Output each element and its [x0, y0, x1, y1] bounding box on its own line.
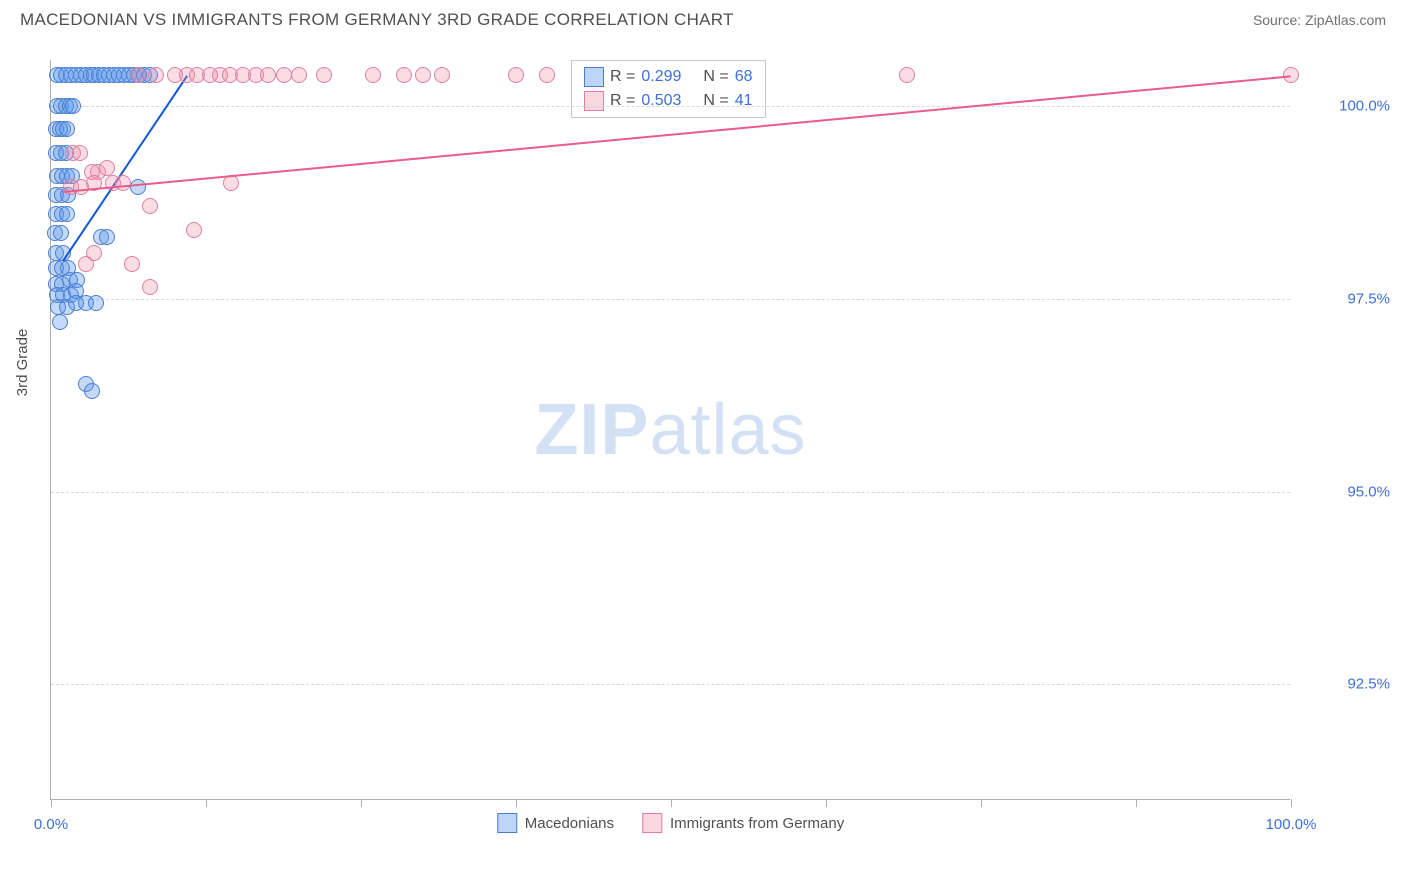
stat-r-label: R = — [610, 92, 635, 110]
correlation-stats-box: R = 0.299 N = 68 R = 0.503 N = 41 — [571, 60, 766, 118]
data-point — [52, 314, 68, 330]
data-point — [130, 179, 146, 195]
chart-title: MACEDONIAN VS IMMIGRANTS FROM GERMANY 3R… — [20, 10, 734, 30]
x-tick — [361, 799, 362, 807]
watermark: ZIPatlas — [534, 389, 806, 471]
stat-r-value: 0.503 — [641, 92, 681, 110]
legend-swatch-blue — [497, 813, 517, 833]
y-tick-label: 92.5% — [1300, 676, 1390, 693]
legend-item-macedonians: Macedonians — [497, 813, 614, 833]
data-point — [415, 67, 431, 83]
legend-label: Immigrants from Germany — [670, 815, 844, 832]
data-point — [508, 67, 524, 83]
scatter-chart: ZIPatlas R =0.299N =68R =0.503N =41 Mace… — [50, 60, 1290, 800]
x-tick — [671, 799, 672, 807]
data-point — [78, 256, 94, 272]
x-tick — [516, 799, 517, 807]
stat-row: R = 0.299 N = 68 — [584, 65, 753, 89]
data-point — [148, 67, 164, 83]
stat-n-value: 41 — [735, 92, 753, 110]
x-tick — [206, 799, 207, 807]
x-tick — [51, 799, 52, 807]
legend-swatch-pink — [642, 813, 662, 833]
stat-n-label: N = — [703, 68, 728, 86]
data-point — [65, 98, 81, 114]
x-tick-label: 0.0% — [34, 816, 68, 833]
stat-swatch — [584, 67, 604, 87]
x-tick — [1291, 799, 1292, 807]
legend-item-germany: Immigrants from Germany — [642, 813, 844, 833]
stat-n-value: 68 — [735, 68, 753, 86]
gridline — [51, 492, 1290, 493]
data-point — [260, 67, 276, 83]
trend-line — [63, 76, 189, 262]
watermark-light: atlas — [649, 390, 806, 470]
x-tick — [981, 799, 982, 807]
stat-swatch — [584, 91, 604, 111]
stat-row: R = 0.503 N = 41 — [584, 89, 753, 113]
watermark-bold: ZIP — [534, 390, 649, 470]
chart-legend: Macedonians Immigrants from Germany — [497, 813, 844, 833]
data-point — [72, 145, 88, 161]
gridline — [51, 684, 1290, 685]
data-point — [59, 206, 75, 222]
data-point — [124, 256, 140, 272]
data-point — [316, 67, 332, 83]
data-point — [276, 67, 292, 83]
y-tick-label: 95.0% — [1300, 483, 1390, 500]
gridline — [51, 299, 1290, 300]
data-point — [396, 67, 412, 83]
data-point — [59, 121, 75, 137]
data-point — [899, 67, 915, 83]
data-point — [88, 295, 104, 311]
data-point — [539, 67, 555, 83]
data-point — [84, 383, 100, 399]
data-point — [434, 67, 450, 83]
x-tick — [1136, 799, 1137, 807]
data-point — [365, 67, 381, 83]
data-point — [142, 279, 158, 295]
legend-label: Macedonians — [525, 815, 614, 832]
data-point — [115, 175, 131, 191]
data-point — [130, 67, 146, 83]
data-point — [291, 67, 307, 83]
x-tick — [826, 799, 827, 807]
x-tick-label: 100.0% — [1266, 816, 1317, 833]
chart-source: Source: ZipAtlas.com — [1253, 12, 1386, 28]
y-tick-label: 97.5% — [1300, 290, 1390, 307]
data-point — [53, 225, 69, 241]
stat-n-label: N = — [703, 92, 728, 110]
gridline — [51, 106, 1290, 107]
data-point — [142, 198, 158, 214]
chart-header: MACEDONIAN VS IMMIGRANTS FROM GERMANY 3R… — [0, 0, 1406, 36]
data-point — [99, 160, 115, 176]
y-axis-label: 3rd Grade — [14, 329, 31, 397]
data-point — [186, 222, 202, 238]
stat-r-label: R = — [610, 68, 635, 86]
y-tick-label: 100.0% — [1300, 98, 1390, 115]
stat-r-value: 0.299 — [641, 68, 681, 86]
data-point — [99, 229, 115, 245]
